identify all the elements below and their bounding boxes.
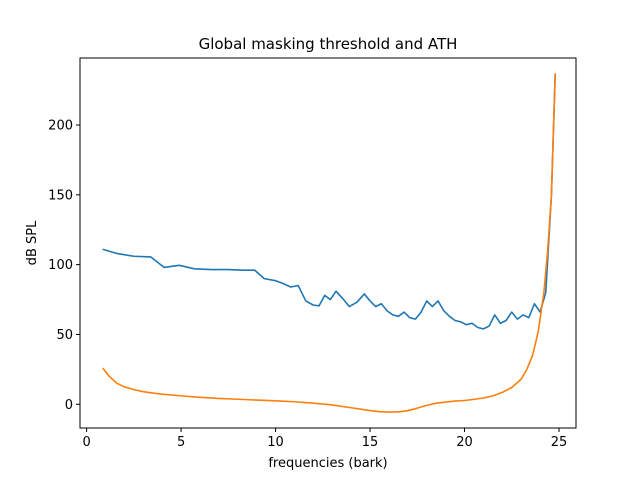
x-tick-label: 25 xyxy=(551,435,568,450)
x-tick-label: 5 xyxy=(177,435,185,450)
y-tick-label: 0 xyxy=(65,398,73,413)
x-tick-label: 10 xyxy=(267,435,284,450)
axes-frame xyxy=(79,57,577,429)
series-line-1 xyxy=(102,73,557,330)
x-tick-label: 15 xyxy=(362,435,379,450)
x-axis-label: frequencies (bark) xyxy=(268,456,387,471)
y-tick-label: 200 xyxy=(48,119,73,134)
chart-title: Global masking threshold and ATH xyxy=(199,35,458,53)
x-tick-label: 20 xyxy=(456,435,473,450)
y-tick-label: 150 xyxy=(48,188,73,203)
y-tick-label: 50 xyxy=(56,328,73,343)
y-tick-label: 100 xyxy=(48,258,73,273)
y-axis: 0 50 100 150 200 xyxy=(48,119,80,413)
x-axis: 0 5 10 15 20 25 xyxy=(82,428,567,450)
series-line-2 xyxy=(102,73,557,413)
x-tick-label: 0 xyxy=(82,435,90,450)
y-axis-label: dB SPL xyxy=(25,220,40,265)
plot-area xyxy=(102,73,557,413)
